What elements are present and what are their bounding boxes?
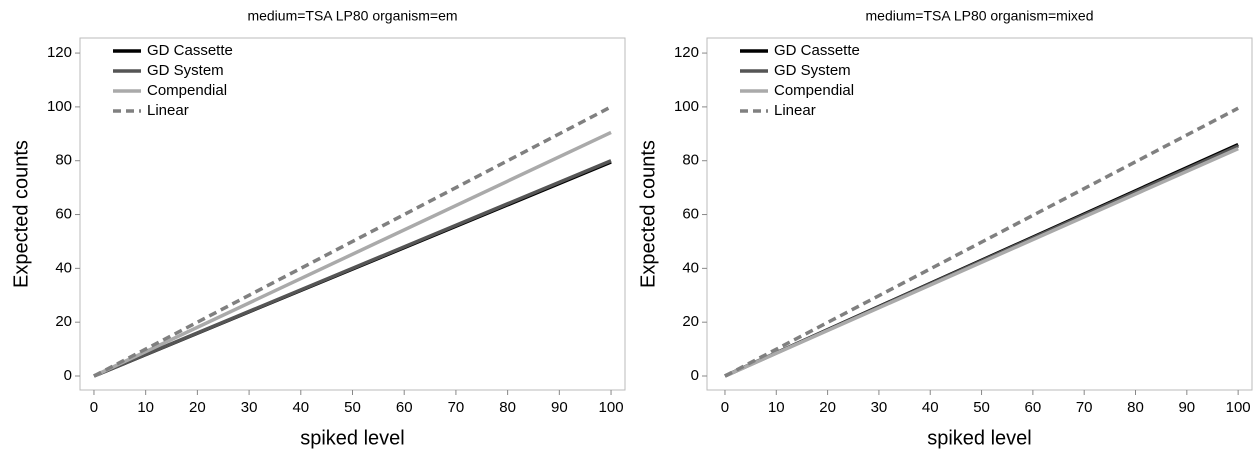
- x-tick-label: 0: [90, 399, 98, 416]
- legend-label: GD System: [774, 62, 851, 79]
- x-tick-label: 30: [871, 399, 888, 416]
- x-tick-label: 90: [551, 399, 568, 416]
- y-tick-label: 0: [691, 367, 699, 384]
- x-tick-label: 70: [1076, 399, 1093, 416]
- x-tick-label: 100: [1226, 399, 1251, 416]
- y-tick-label: 0: [64, 367, 72, 384]
- x-tick-label: 80: [1127, 399, 1144, 416]
- x-tick-label: 40: [292, 399, 309, 416]
- y-tick-label: 60: [55, 206, 72, 223]
- x-tick-label: 30: [241, 399, 258, 416]
- y-axis-label: Expected counts: [10, 140, 32, 288]
- series-line: [724, 106, 1239, 378]
- x-tick-label: 20: [819, 399, 836, 416]
- x-tick-label: 100: [599, 399, 624, 416]
- plot-frame: [706, 37, 1253, 391]
- y-tick-label: 40: [682, 259, 699, 276]
- chart-title: medium=TSA LP80 organism=em: [247, 8, 457, 24]
- legend-label: GD Cassette: [147, 42, 233, 59]
- legend-label: GD System: [147, 62, 224, 79]
- series-line: [93, 130, 612, 378]
- y-tick-label: 20: [55, 313, 72, 330]
- x-tick-label: 10: [137, 399, 154, 416]
- y-tick-label: 20: [682, 313, 699, 330]
- x-tick-label: 60: [1025, 399, 1042, 416]
- legend-label: GD Cassette: [774, 42, 860, 59]
- x-tick-label: 80: [499, 399, 516, 416]
- x-tick-label: 10: [768, 399, 785, 416]
- series-line: [93, 159, 612, 378]
- x-tick-label: 20: [189, 399, 206, 416]
- y-tick-label: 80: [55, 152, 72, 169]
- y-tick-label: 100: [47, 98, 72, 115]
- x-axis-label: spiked level: [927, 427, 1032, 449]
- series-line: [93, 105, 612, 378]
- x-tick-label: 60: [396, 399, 413, 416]
- x-tick-label: 40: [922, 399, 939, 416]
- y-tick-label: 120: [674, 44, 699, 61]
- y-tick-label: 100: [674, 98, 699, 115]
- legend-label: Linear: [147, 102, 189, 119]
- x-tick-label: 70: [448, 399, 465, 416]
- y-tick-label: 120: [47, 44, 72, 61]
- legend-label: Compendial: [774, 82, 854, 99]
- chart-title: medium=TSA LP80 organism=mixed: [866, 8, 1094, 24]
- legend-label: Compendial: [147, 82, 227, 99]
- legend-label: Linear: [774, 102, 816, 119]
- x-axis-label: spiked level: [300, 427, 405, 449]
- y-axis-label: Expected counts: [637, 140, 659, 288]
- series-line: [724, 147, 1239, 378]
- x-tick-label: 50: [973, 399, 990, 416]
- x-tick-label: 90: [1178, 399, 1195, 416]
- y-tick-label: 40: [55, 259, 72, 276]
- x-tick-label: 0: [721, 399, 729, 416]
- x-tick-label: 50: [344, 399, 361, 416]
- y-tick-label: 60: [682, 206, 699, 223]
- y-tick-label: 80: [682, 152, 699, 169]
